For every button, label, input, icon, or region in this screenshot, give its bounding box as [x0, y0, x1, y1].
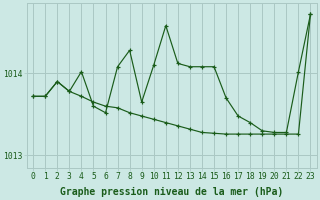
- X-axis label: Graphe pression niveau de la mer (hPa): Graphe pression niveau de la mer (hPa): [60, 186, 284, 197]
